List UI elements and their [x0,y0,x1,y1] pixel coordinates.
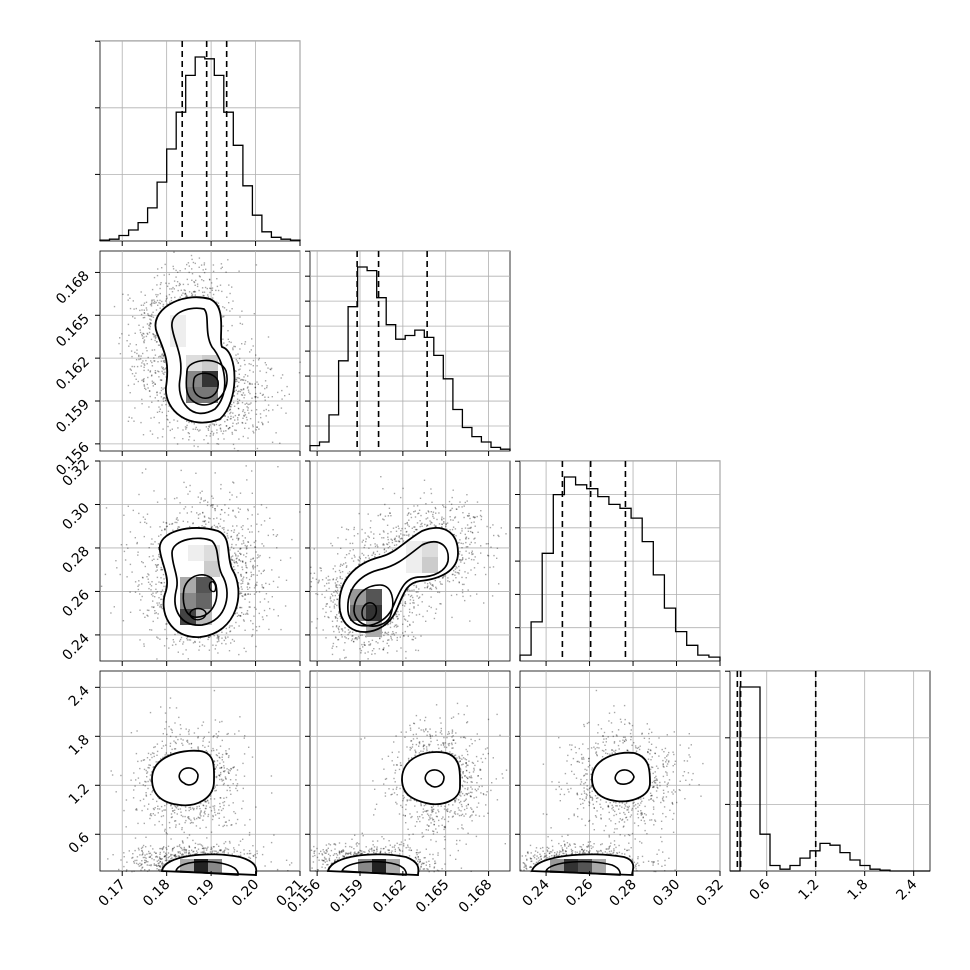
x-tick-label: 0.159 [327,877,367,917]
histogram-1 [99,56,301,241]
contour-line [208,581,217,593]
x-tick-label: 1.8 [844,877,871,904]
y-tick-label: 0.159 [53,397,93,437]
contour-line [544,860,621,876]
y-tick-label: 2.4 [66,683,93,710]
contour-line [154,296,236,424]
hist-panel-4 [725,670,931,872]
x-tick-label: 0.32 [693,877,726,910]
y-tick-label: 0.30 [59,500,92,533]
x-tick-label: 0.162 [370,877,410,917]
contour-line [424,769,445,788]
pair-panel-3-1 [99,460,301,662]
histogram-3 [519,476,721,661]
x-tick-label: 0.6 [747,876,774,903]
x-tick-label: 2.4 [893,876,920,903]
contour-line [175,860,239,876]
contour-fill [152,750,215,806]
y-tick-label: 1.2 [66,781,93,808]
x-tick-label: 0.24 [520,876,553,909]
y-tick-label: 1.8 [66,732,93,759]
y-tick-label: 0.24 [59,630,92,663]
contour-line [178,767,199,786]
contour-line [185,359,228,406]
contour-line [353,584,394,627]
contour-fill [592,752,650,802]
contour-line [401,751,461,806]
histogram-4 [730,686,930,872]
contour-line [591,751,651,803]
x-tick-label: 0.30 [650,877,683,910]
x-tick-label: 0.165 [413,877,453,917]
y-tick-label: 0.26 [59,587,92,620]
contour-line [614,769,635,785]
contour-line [189,607,207,621]
contour-line [326,853,420,876]
y-tick-label: 0.28 [59,543,92,576]
contour-line [340,860,407,876]
x-tick-label: 0.28 [607,877,640,910]
contour-line [192,372,219,399]
x-tick-label: 0.18 [140,877,173,910]
x-tick-label: 1.2 [795,877,822,904]
hist-panel-3 [515,460,721,662]
hist-panel-2 [305,250,511,452]
contour-line [159,527,240,638]
y-tick-label: 0.168 [53,268,93,308]
pair-panel-4-1 [99,670,301,876]
x-tick-label: 0.26 [563,876,596,909]
x-tick-label: 0.20 [229,877,262,910]
pair-panel-4-3 [519,670,721,876]
hist-panel-1 [95,40,301,242]
hist-frame [729,670,931,872]
y-tick-label: 0.165 [53,311,93,351]
contour-line [338,527,459,633]
contour-line [171,537,228,626]
pair-panel-4-2 [309,670,511,876]
contour-line [182,574,218,618]
pair-panel-3-2 [309,460,511,662]
x-tick-label: 0.17 [96,877,129,910]
contour-line [151,749,215,807]
hist-frame [99,40,301,242]
x-tick-label: 0.19 [185,877,218,910]
pair-panel-2-1 [99,250,301,452]
contour-line [361,602,378,621]
y-tick-label: 0.6 [66,830,93,857]
contour-line [171,307,226,415]
y-tick-label: 0.162 [53,354,93,394]
x-tick-label: 0.168 [456,877,496,917]
histogram-2 [309,266,511,451]
contour-line [160,853,258,876]
contour-fill [402,752,461,805]
